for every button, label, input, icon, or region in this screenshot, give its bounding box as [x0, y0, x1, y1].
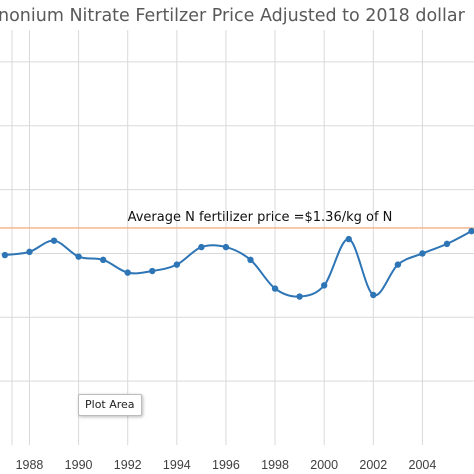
data-point: [1, 251, 9, 259]
chart-title: nonium Nitrate Fertilzer Price Adjusted …: [0, 6, 466, 26]
data-point: [99, 256, 107, 264]
plot-area-tooltip: Plot Area: [78, 394, 142, 416]
x-axis-ticks: 1988 1990 1992 1994 1996 1998 2000 2002 2004: [16, 458, 437, 472]
average-line-group: Average N fertilizer price =$1.36/kg of …: [0, 210, 474, 229]
x-tick-label: 2004: [409, 458, 437, 472]
data-point: [345, 235, 352, 243]
data-point: [468, 227, 474, 235]
data-point: [149, 267, 156, 275]
x-tick-label: 1994: [163, 458, 191, 472]
data-point: [296, 293, 303, 300]
data-point: [271, 285, 279, 292]
series-line: [4, 230, 473, 298]
x-tick-label: 2002: [359, 458, 387, 472]
grid: [0, 30, 474, 445]
data-point: [222, 243, 230, 251]
x-tick-label: 1998: [261, 458, 289, 472]
series-group: [1, 227, 474, 300]
data-point: [370, 291, 377, 299]
x-tick-label: 1996: [212, 458, 240, 472]
data-point: [173, 261, 181, 268]
data-point: [419, 250, 426, 257]
x-tick-label: 1992: [114, 458, 142, 472]
data-point: [247, 256, 254, 264]
data-point: [394, 261, 402, 268]
data-point: [124, 269, 131, 276]
data-point: [198, 243, 205, 251]
x-tick-label: 1990: [65, 458, 93, 472]
x-tick-label: 2000: [310, 458, 338, 472]
data-point: [75, 253, 82, 260]
data-point: [26, 248, 33, 256]
data-point: [443, 240, 451, 248]
average-line-label: Average N fertilizer price =$1.36/kg of …: [128, 210, 393, 225]
x-tick-label: 1988: [16, 458, 44, 472]
data-point: [50, 237, 58, 244]
data-point: [320, 282, 328, 289]
